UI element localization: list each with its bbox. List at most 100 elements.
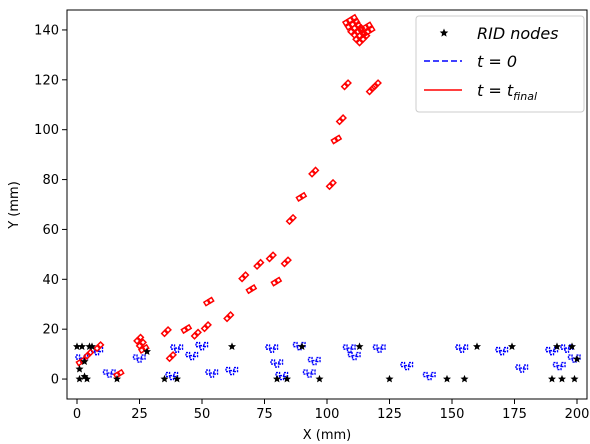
initial-element — [567, 354, 573, 360]
final-structure — [135, 338, 147, 350]
final-element — [280, 259, 289, 268]
final-structure — [133, 333, 145, 345]
final-element — [274, 276, 283, 285]
initial-structure — [102, 369, 116, 378]
initial-element — [499, 349, 505, 356]
final-structure — [180, 323, 193, 335]
final-element — [96, 340, 105, 349]
final-element — [285, 217, 294, 226]
final-element — [339, 114, 347, 122]
initial-element — [273, 344, 279, 350]
final-element — [350, 24, 359, 33]
final-element — [347, 27, 355, 36]
rid-node-point — [355, 342, 364, 350]
x-tick-label: 50 — [194, 407, 211, 422]
final-element — [202, 299, 211, 307]
initial-structure — [170, 344, 184, 353]
final-element — [194, 328, 202, 337]
final-element — [365, 87, 374, 96]
final-element — [139, 338, 147, 347]
data-marks — [73, 13, 581, 383]
rid-node-point — [558, 374, 566, 383]
initial-element — [426, 374, 432, 381]
final-element — [361, 23, 369, 32]
initial-element — [205, 369, 211, 375]
rid-node-point — [75, 374, 84, 383]
initial-element — [311, 359, 317, 366]
initial-element — [283, 371, 289, 378]
initial-structure — [400, 361, 414, 371]
final-element — [265, 254, 274, 263]
final-element — [207, 296, 215, 305]
initial-element — [136, 357, 142, 363]
initial-element — [140, 354, 146, 360]
initial-element — [279, 374, 285, 381]
rid-node-point — [113, 374, 121, 383]
rid-node-point — [143, 347, 151, 355]
rid-node-point — [173, 374, 181, 383]
rid-node-point — [315, 374, 324, 383]
rid-node-point — [73, 342, 81, 350]
rid-node-point — [283, 374, 291, 383]
x-tick-label: 175 — [502, 407, 527, 422]
initial-structure — [342, 344, 356, 353]
initial-element — [519, 367, 525, 373]
initial-element — [209, 372, 215, 378]
final-element — [355, 38, 364, 47]
final-element — [352, 35, 360, 44]
initial-structure — [195, 341, 209, 351]
legend-star-marker — [439, 28, 449, 37]
final-element — [180, 326, 188, 335]
final-element — [165, 354, 174, 363]
initial-element — [430, 371, 436, 378]
final-element — [256, 258, 265, 267]
y-axis-title: Y (mm) — [7, 181, 22, 230]
initial-element — [545, 346, 551, 353]
final-structure — [325, 178, 337, 191]
final-structure — [330, 134, 343, 145]
final-structure — [280, 256, 292, 268]
initial-element — [315, 356, 321, 363]
initial-element — [170, 344, 176, 350]
y-tick-label: 100 — [34, 123, 59, 138]
initial-element — [270, 359, 276, 365]
initial-element — [310, 369, 316, 375]
initial-element — [346, 347, 352, 353]
rid-node-point — [460, 374, 469, 383]
initial-structure — [205, 369, 219, 378]
rid-node-point — [80, 357, 89, 365]
initial-structure — [422, 371, 436, 381]
initial-element — [302, 369, 308, 375]
final-structure — [370, 79, 382, 91]
final-element — [325, 182, 334, 191]
x-tick-label: 200 — [565, 407, 590, 422]
x-tick-label: 0 — [73, 407, 81, 422]
x-tick-label: 150 — [440, 407, 465, 422]
final-structure — [270, 276, 283, 287]
final-element — [284, 256, 292, 264]
final-element — [365, 21, 374, 29]
final-element — [289, 213, 297, 222]
final-structure — [265, 251, 277, 263]
axis-ticks: 0 25 50 75 100 125 150 175 200 0 20 40 60 80 100 120 140 — [34, 23, 589, 422]
final-element — [334, 134, 343, 142]
initial-structure — [165, 371, 179, 381]
initial-element — [459, 347, 465, 353]
initial-element — [75, 354, 81, 360]
initial-element — [185, 351, 191, 358]
legend-label: RID nodes — [477, 24, 559, 43]
rid-node-point — [83, 374, 91, 383]
initial-element — [350, 344, 356, 350]
final-element — [226, 311, 235, 319]
final-element — [160, 329, 169, 338]
initial-element — [552, 361, 558, 368]
final-structure — [340, 79, 352, 91]
final-element — [346, 16, 354, 24]
y-tick-label: 20 — [42, 323, 59, 338]
initial-element — [269, 347, 275, 353]
final-element — [137, 346, 146, 355]
final-element — [311, 166, 320, 175]
initial-element — [523, 364, 529, 370]
initial-structure — [265, 344, 279, 353]
